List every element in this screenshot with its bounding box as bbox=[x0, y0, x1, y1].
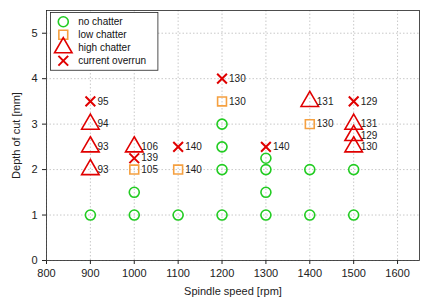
svg-text:5: 5 bbox=[31, 27, 37, 39]
svg-text:no chatter: no chatter bbox=[78, 16, 123, 27]
svg-text:Depth of cut [mm]: Depth of cut [mm] bbox=[10, 92, 22, 179]
svg-text:3: 3 bbox=[31, 118, 37, 130]
svg-text:800: 800 bbox=[37, 267, 55, 279]
svg-text:4: 4 bbox=[31, 72, 37, 84]
svg-text:93: 93 bbox=[97, 164, 109, 175]
svg-text:130: 130 bbox=[229, 96, 246, 107]
svg-text:129: 129 bbox=[361, 130, 378, 141]
svg-text:130: 130 bbox=[317, 118, 334, 129]
svg-text:current overrun: current overrun bbox=[78, 55, 146, 66]
svg-text:1200: 1200 bbox=[210, 267, 234, 279]
svg-text:2: 2 bbox=[31, 163, 37, 175]
svg-text:129: 129 bbox=[361, 96, 378, 107]
svg-text:1400: 1400 bbox=[298, 267, 322, 279]
svg-text:139: 139 bbox=[141, 152, 158, 163]
svg-text:94: 94 bbox=[97, 118, 109, 129]
svg-text:1600: 1600 bbox=[385, 267, 409, 279]
svg-text:95: 95 bbox=[97, 96, 109, 107]
svg-text:1100: 1100 bbox=[166, 267, 190, 279]
svg-text:106: 106 bbox=[141, 141, 158, 152]
svg-text:high chatter: high chatter bbox=[78, 42, 131, 53]
svg-text:131: 131 bbox=[317, 96, 334, 107]
svg-text:1: 1 bbox=[31, 209, 37, 221]
svg-text:0: 0 bbox=[31, 254, 37, 266]
svg-text:131: 131 bbox=[361, 118, 378, 129]
svg-text:130: 130 bbox=[361, 141, 378, 152]
svg-text:140: 140 bbox=[185, 164, 202, 175]
svg-text:105: 105 bbox=[141, 164, 158, 175]
svg-text:1000: 1000 bbox=[122, 267, 146, 279]
svg-text:93: 93 bbox=[97, 141, 109, 152]
svg-text:low chatter: low chatter bbox=[78, 29, 127, 40]
svg-text:140: 140 bbox=[185, 141, 202, 152]
svg-text:900: 900 bbox=[81, 267, 99, 279]
svg-text:Spindle speed [rpm]: Spindle speed [rpm] bbox=[184, 285, 282, 297]
svg-text:140: 140 bbox=[273, 141, 290, 152]
svg-text:130: 130 bbox=[229, 73, 246, 84]
svg-text:1300: 1300 bbox=[254, 267, 278, 279]
svg-text:1500: 1500 bbox=[341, 267, 365, 279]
